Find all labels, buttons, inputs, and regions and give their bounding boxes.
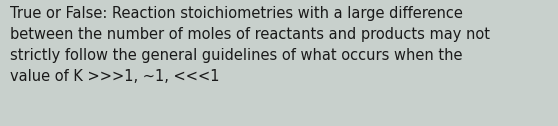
Text: True or False: Reaction stoichiometries with a large difference
between the numb: True or False: Reaction stoichiometries …: [10, 6, 490, 84]
